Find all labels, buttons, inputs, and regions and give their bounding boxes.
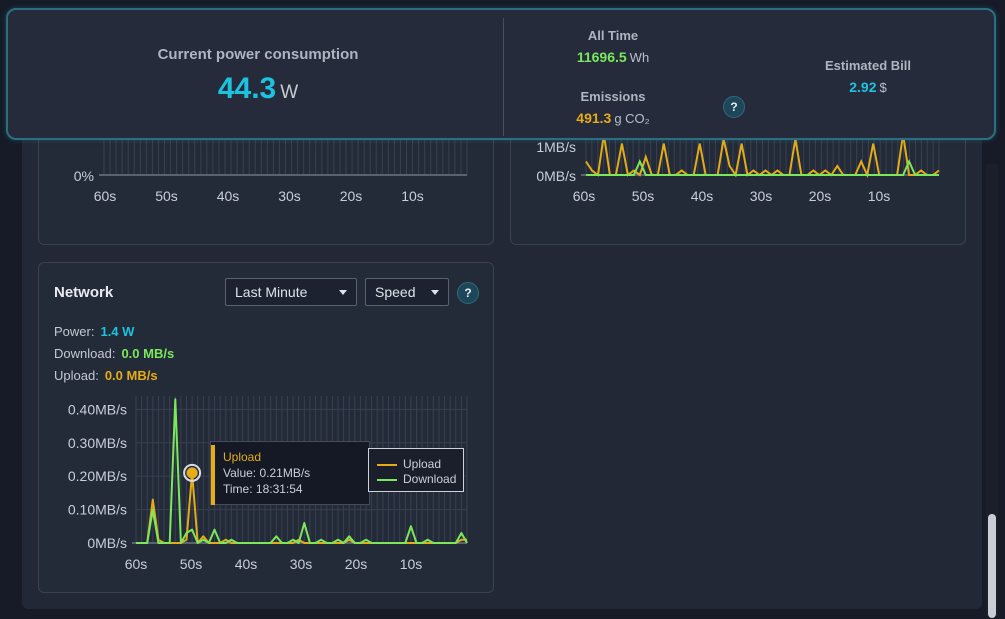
network-y-tick: 0.40MB/s [68, 401, 127, 417]
header-divider [503, 18, 504, 136]
network-y-tick: 0.30MB/s [68, 435, 127, 451]
bill-label: Estimated Bill [825, 58, 911, 73]
legend-swatch [377, 463, 397, 466]
power-unit: W [280, 82, 299, 103]
range-select[interactable]: Last Minute [225, 278, 357, 306]
power-title: Current power consumption [157, 46, 359, 63]
top-left-x-tick: 50s [155, 188, 178, 204]
upload-label: Upload: [54, 368, 99, 383]
content-area: 0% 60s 50s 40s 30s 20s 10s 1MB/s 0MB/s 60s 50s… [22, 120, 982, 609]
hover-marker-point[interactable] [186, 467, 198, 479]
top-right-x-tick: 30s [750, 188, 773, 204]
power-readout: 44.3 W [8, 72, 508, 106]
legend-label: Upload [403, 457, 442, 471]
all-time-readout: 11696.5 Wh [548, 49, 678, 65]
mode-select-value: Speed [375, 284, 416, 300]
power-metric: Power: 1.4 W [54, 324, 134, 339]
power-value: 1.4 W [100, 324, 135, 339]
top-left-card: 0% 60s 50s 40s 30s 20s 10s [38, 120, 494, 245]
network-x-tick: 10s [400, 556, 423, 572]
top-left-x-tick: 40s [217, 188, 240, 204]
top-left-x-tick: 60s [94, 188, 117, 204]
upload-value: 0.0 MB/s [104, 368, 158, 383]
network-y-tick: 0MB/s [87, 535, 127, 551]
top-right-series-green [586, 159, 939, 176]
top-left-x-tick: 30s [278, 188, 301, 204]
top-left-x-tick: 10s [401, 188, 424, 204]
upload-metric: Upload: 0.0 MB/s [54, 368, 158, 383]
top-right-x-tick: 60s [573, 188, 596, 204]
all-time-unit: Wh [629, 50, 650, 65]
chevron-down-icon [339, 290, 347, 295]
upload-series-line [136, 471, 467, 544]
network-x-tick: 30s [290, 556, 313, 572]
network-help-button[interactable]: ? [457, 282, 479, 304]
network-chart[interactable]: 0.40MB/s 0.30MB/s 0.20MB/s 0.10MB/s 0MB/s 60… [39, 263, 495, 594]
power-summary-header: Current power consumption 44.3 W All Time… [6, 8, 996, 140]
chart-tooltip: Upload Value: 0.21MB/s Time: 18:31:54 [210, 441, 370, 505]
network-x-tick: 20s [345, 556, 368, 572]
top-right-y-tick: 0MB/s [536, 168, 576, 184]
tooltip-time: Time: 18:31:54 [223, 482, 303, 496]
power-value: 44.3 [217, 72, 277, 105]
download-label: Download: [54, 346, 116, 361]
all-time-value: 11696.5 [576, 49, 627, 65]
mode-select[interactable]: Speed [365, 278, 449, 306]
network-card: Network Last Minute Speed ? Power: 1.4 W … [38, 262, 494, 593]
tooltip-series: Upload [223, 450, 262, 464]
emissions-label: Emissions [580, 89, 646, 104]
network-title: Network [54, 284, 114, 301]
all-time-label: All Time [587, 28, 639, 43]
network-x-tick: 60s [125, 556, 148, 572]
top-right-x-tick: 10s [868, 188, 891, 204]
tooltip-value: Value: 0.21MB/s [223, 466, 311, 480]
tooltip-color-bar [211, 445, 215, 505]
bill-unit: $ [879, 80, 887, 95]
emissions-unit: g CO₂ [614, 111, 650, 126]
network-x-tick: 40s [235, 556, 258, 572]
range-select-value: Last Minute [235, 284, 308, 300]
emissions-value: 491.3 [576, 110, 612, 126]
bill-value: 2.92 [849, 79, 877, 95]
bill-readout: 2.92 $ [803, 79, 933, 95]
legend-item-download[interactable]: Download [377, 472, 456, 486]
download-series-line [136, 398, 468, 544]
top-right-x-tick: 40s [691, 188, 714, 204]
network-y-tick: 0.20MB/s [68, 468, 127, 484]
top-right-x-tick: 20s [809, 188, 832, 204]
header-help-button[interactable]: ? [723, 96, 745, 118]
legend-swatch [377, 478, 397, 481]
hover-marker-ring [183, 463, 202, 482]
top-left-y-tick: 0% [74, 168, 94, 184]
network-y-tick: 0.10MB/s [68, 502, 127, 518]
top-right-card: 1MB/s 0MB/s 60s 50s 40s 30s 20s 10s [510, 120, 966, 245]
download-value: 0.0 MB/s [121, 346, 175, 361]
download-metric: Download: 0.0 MB/s [54, 346, 174, 361]
chevron-down-icon [431, 290, 439, 295]
chart-legend: Upload Download [368, 448, 464, 492]
emissions-readout: 491.3 g CO₂ [548, 110, 678, 126]
scrollbar-track[interactable] [986, 164, 998, 616]
power-label: Power: [54, 324, 95, 339]
top-left-x-tick: 20s [340, 188, 363, 204]
top-right-x-tick: 50s [632, 188, 655, 204]
scrollbar-thumb[interactable] [988, 514, 996, 618]
top-right-y-tick: 1MB/s [536, 139, 576, 155]
network-x-tick: 50s [180, 556, 203, 572]
legend-label: Download [403, 472, 457, 486]
legend-item-upload[interactable]: Upload [377, 457, 441, 471]
